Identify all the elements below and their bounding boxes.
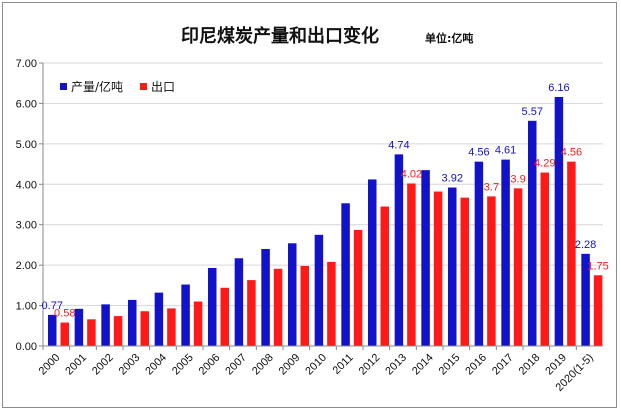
chart-title: 印尼煤炭产量和出口变化: [181, 26, 379, 47]
x-tick-label: 2003: [117, 352, 143, 378]
legend-swatch-export: [140, 83, 147, 90]
bar-production-2014: [421, 170, 430, 346]
y-tick-label: 3.00: [16, 220, 37, 232]
bar-export-2000: [60, 322, 69, 346]
legend: 产量/亿吨 出口: [60, 79, 175, 94]
bar-production-2011: [341, 203, 350, 346]
x-axis: 2000 2001 2002 2003 2004 2005 2006 2007 2008 2009…: [37, 345, 603, 394]
x-tick-label: 2018: [517, 352, 543, 378]
bar-export-2002: [113, 316, 123, 346]
unit-label: 单位:亿吨: [425, 32, 474, 45]
x-tick-label: 2005: [170, 352, 196, 378]
y-tick-label: 0.00: [16, 341, 37, 353]
bar-production-2013: [394, 154, 404, 346]
y-tick-label: 1.00: [16, 301, 37, 313]
bar-export-2017: [513, 188, 523, 346]
data-label-export-2020(1-5): 1.75: [587, 260, 608, 272]
data-label-production-2013: 4.74: [388, 139, 409, 151]
bar-production-2019: [554, 96, 564, 347]
bar-production-2018: [528, 120, 537, 346]
bar-export-2013: [407, 183, 416, 346]
data-label-production-2020(1-5): 2.28: [575, 239, 596, 251]
bar-production-2000: [48, 314, 57, 346]
bar-production-2012: [368, 179, 377, 346]
y-tick-label: 4.00: [16, 179, 37, 191]
data-label-export-2000: 0.58: [54, 308, 75, 320]
x-tick-label: 2016: [463, 352, 489, 378]
bar-production-2015: [448, 187, 457, 346]
data-label-export-2019: 4.56: [561, 147, 582, 159]
legend-label-production: 产量/亿吨: [71, 79, 123, 94]
x-tick-label: 2001: [63, 352, 89, 378]
x-tick-label: 2007: [223, 352, 249, 378]
x-tick-label: 2017: [490, 352, 516, 378]
bar-export-2011: [353, 229, 363, 346]
bar-export-2018: [540, 172, 549, 346]
bar-production-2010: [314, 234, 324, 346]
y-tick-label: 6.00: [16, 98, 37, 110]
bar-production-2003: [128, 299, 137, 346]
bar-export-2007: [247, 280, 256, 346]
bar-production-2016: [474, 161, 484, 346]
bar-export-2003: [140, 311, 149, 346]
x-tick-label: 2014: [410, 352, 436, 378]
x-tick-label: 2013: [383, 352, 409, 378]
y-tick-label: 5.00: [16, 139, 37, 151]
bar-export-2019: [567, 161, 576, 346]
x-tick-label: 2012: [357, 352, 383, 378]
bar-production-2017: [501, 159, 510, 346]
x-tick-label: 2008: [250, 352, 276, 378]
data-label-export-2013: 4.02: [401, 168, 422, 180]
bar-export-2008: [273, 268, 283, 346]
bar-production-2005: [181, 284, 190, 346]
data-labels: 0.770.58 4.74 4.02 3.92 4.56 3.7 4.61 3.9 5.57 4.…: [42, 82, 609, 320]
legend-label-export: 出口: [151, 80, 175, 94]
y-tick-label: 7.00: [16, 58, 37, 70]
bar-production-2020(1-5): [581, 253, 590, 346]
bar-export-2005: [193, 301, 203, 346]
data-label-production-2017: 4.61: [495, 145, 516, 157]
x-tick-label: 2009: [277, 352, 303, 378]
bar-production-2008: [261, 248, 270, 346]
y-axis: 0.00 1.00 2.00 3.00 4.00 5.00 6.00 7.00: [16, 58, 44, 353]
data-label-production-2018: 5.57: [522, 106, 543, 118]
bar-export-2006: [220, 287, 229, 346]
bar-production-2004: [154, 292, 164, 346]
bar-production-2007: [234, 258, 244, 346]
data-label-export-2018: 4.29: [534, 158, 555, 170]
bar-production-2001: [74, 308, 84, 346]
bar-export-2012: [380, 206, 389, 346]
bar-export-2014: [433, 191, 443, 346]
x-tick-label: 2006: [197, 352, 223, 378]
legend-swatch-production: [60, 83, 67, 90]
bar-export-2020(1-5): [593, 275, 603, 346]
bar-production-2006: [208, 267, 217, 346]
bar-export-2016: [487, 196, 496, 346]
data-label-production-2016: 4.56: [468, 147, 489, 159]
y-tick-label: 2.00: [16, 260, 37, 272]
bar-export-2001: [87, 319, 96, 346]
x-tick-label: 2010: [303, 352, 329, 378]
bar-export-2004: [167, 308, 176, 346]
bar-production-2002: [101, 304, 110, 346]
bar-production-2009: [288, 243, 297, 346]
x-tick-label: 2011: [331, 352, 356, 377]
data-label-export-2017: 3.9: [510, 173, 525, 185]
bar-export-2010: [327, 261, 336, 346]
x-tick-label: 2015: [437, 352, 463, 378]
data-label-export-2016: 3.7: [484, 181, 499, 193]
bar-export-2015: [460, 197, 469, 346]
data-label-production-2015: 3.92: [442, 173, 463, 185]
x-tick-label: 2000: [37, 352, 63, 378]
data-label-production-2019: 6.16: [548, 82, 569, 94]
x-tick-label: 2002: [90, 352, 116, 378]
data-label-production-2000: 0.77: [42, 300, 63, 312]
bars: [48, 96, 603, 347]
bar-export-2009: [300, 265, 309, 346]
x-tick-label: 2004: [143, 352, 169, 378]
